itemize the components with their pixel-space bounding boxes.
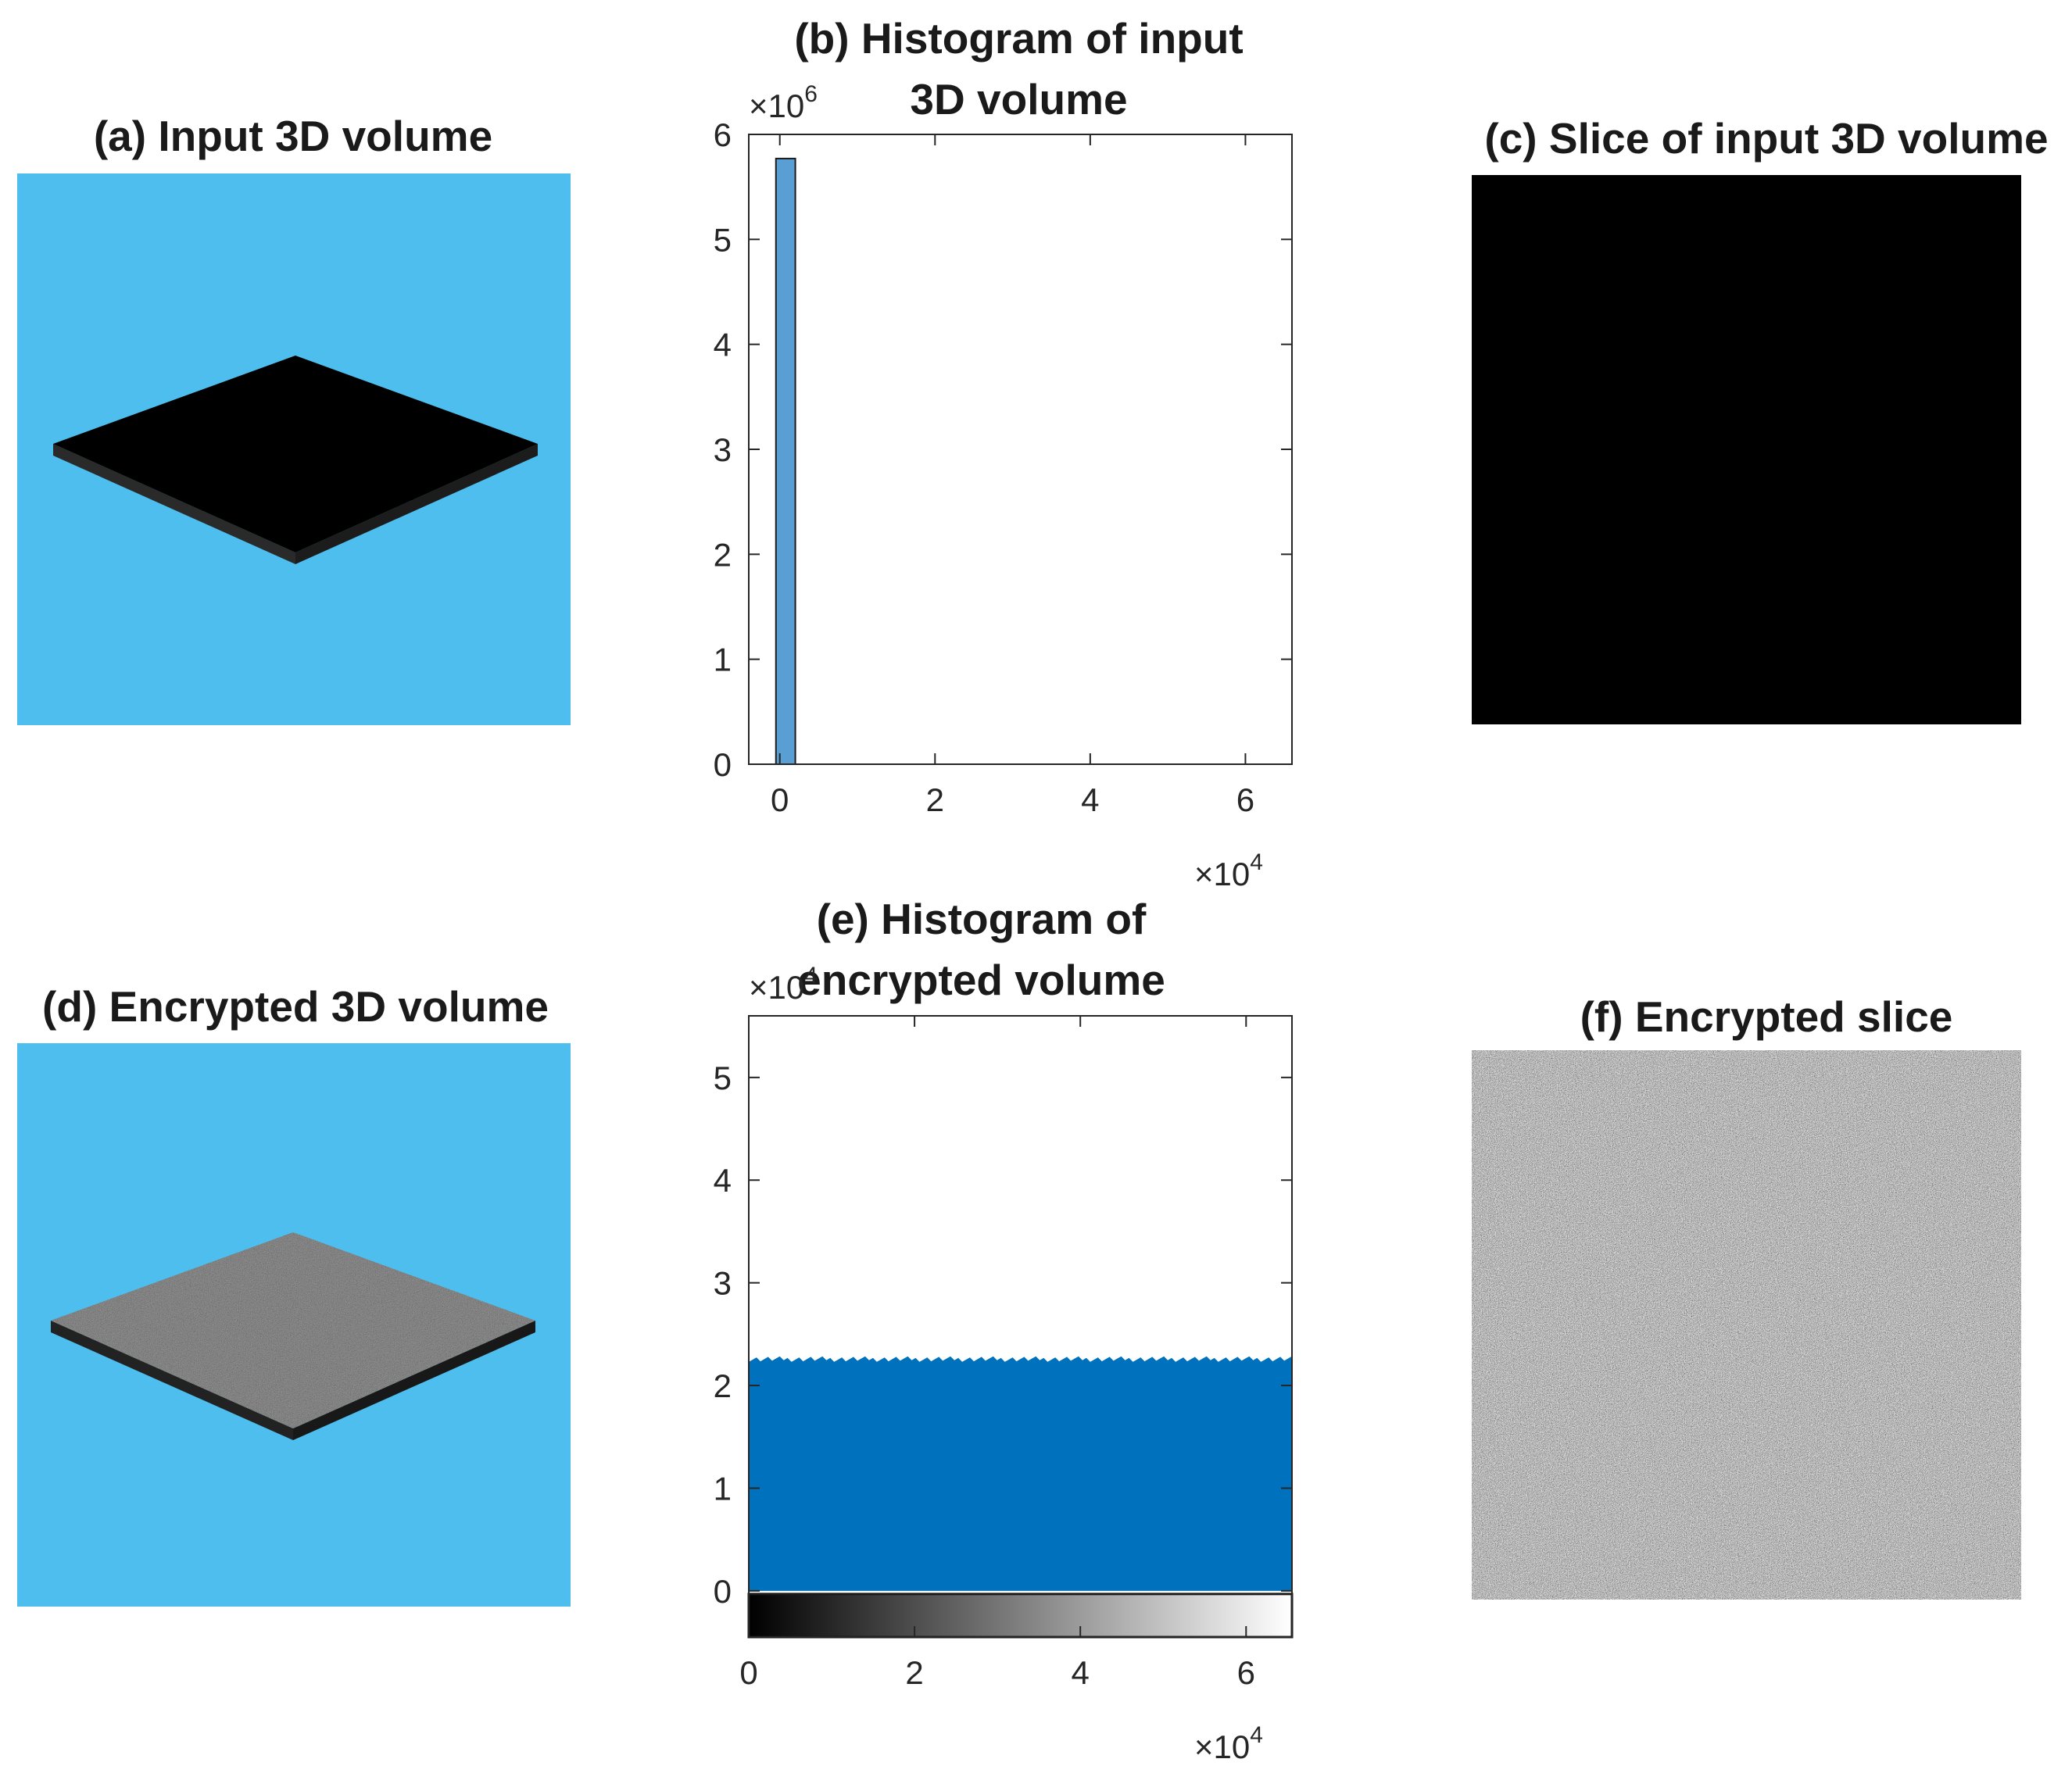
panel-e-y-exponent: ×104: [749, 963, 818, 1006]
panel-f: (f) Encrypted slice: [1472, 992, 2021, 1600]
panel-e-x-exponent: ×104: [1194, 1722, 1263, 1762]
panel-b-x-tick-label-6: 6: [1236, 781, 1254, 818]
panel-a-slab-side: [53, 444, 295, 564]
panel-e-histogram-chart: (e) Histogram of encrypted volume 0 1 2 3 4 5 0 2…: [714, 895, 1294, 1765]
panel-b-y-exponent-power: 6: [804, 81, 818, 107]
panel-b-x-exponent-base: ×10: [1194, 856, 1250, 892]
panel-b-y-tick-label-5: 5: [714, 221, 732, 258]
panel-d-title: (d) Encrypted 3D volume: [42, 982, 549, 1031]
panel-e-y-tick-label-1: 1: [714, 1470, 732, 1507]
panel-e-title-line-2: encrypted volume: [797, 956, 1165, 1004]
panel-d: (d) Encrypted 3D volume: [17, 982, 571, 1607]
panel-c-slice-image: [1472, 175, 2021, 724]
panel-b-y-tick-label-0: 0: [714, 746, 732, 783]
panel-e-x-exponent-power: 4: [1250, 1722, 1263, 1748]
panel-a: (a) Input 3D volume: [17, 112, 571, 725]
panel-e-y-tick-label-3: 3: [714, 1265, 732, 1302]
panel-a-title: (a) Input 3D volume: [94, 112, 492, 160]
panel-b-plot-area: [749, 134, 1292, 764]
panel-b-x-tick-label-4: 4: [1081, 781, 1099, 818]
panel-b-y-exponent: ×106: [749, 81, 818, 124]
panel-b-y-tick-label-3: 3: [714, 431, 732, 468]
panel-e-histogram-area: [749, 1356, 1292, 1591]
panel-e-x-exponent-base: ×10: [1194, 1728, 1250, 1762]
panel-e-x-tick-label-4: 4: [1072, 1654, 1090, 1691]
panel-b-x-exponent-power: 4: [1250, 849, 1263, 875]
panel-e-y-tick-label-2: 2: [714, 1367, 732, 1404]
panel-e-x-tick-label-0: 0: [739, 1654, 757, 1691]
panel-f-slice-image: [1472, 1050, 2021, 1600]
panel-b-y-tick-label-6: 6: [714, 116, 732, 153]
panel-e-y-tick-label-4: 4: [714, 1162, 732, 1199]
panel-e-y-tick-label-5: 5: [714, 1060, 732, 1096]
panel-d-slab-side-left: [51, 1321, 293, 1440]
panel-e-axes-box: [748, 1015, 1293, 1638]
panel-e-y-exponent-base: ×10: [749, 969, 804, 1006]
panel-b-title-line-2: 3D volume: [910, 75, 1127, 123]
panel-e-title-line-1: (e) Histogram of: [817, 895, 1147, 943]
panel-a-slab-top: [53, 356, 538, 552]
panel-c-title: (c) Slice of input 3D volume: [1484, 114, 2048, 163]
panel-b-title-line-1: (b) Histogram of input: [794, 14, 1243, 63]
panel-b-histogram-chart: (b) Histogram of input 3D volume 0 1 2 3 4 5 6 0 2…: [714, 14, 1293, 892]
panel-b-y-tick-label-2: 2: [714, 536, 732, 573]
panel-e-y-tick-label-0: 0: [714, 1573, 732, 1610]
panel-b-x-exponent: ×104: [1194, 849, 1263, 892]
panel-e-x-tick-label-6: 6: [1237, 1654, 1255, 1691]
panel-e-x-tick-label-2: 2: [905, 1654, 923, 1691]
panel-e-y-exponent-power: 4: [804, 963, 818, 988]
panel-b-y-exponent-base: ×10: [749, 88, 804, 124]
panel-a-slab-side-right: [295, 444, 538, 564]
panel-b-y-tick-label-4: 4: [714, 327, 732, 363]
panel-b-bar-0: [775, 157, 796, 765]
panel-e-colorbar: [747, 1593, 1294, 1639]
panel-d-slab-side-right: [293, 1321, 535, 1440]
panel-b-y-tick-label-1: 1: [714, 642, 732, 678]
panel-f-title: (f) Encrypted slice: [1580, 992, 1953, 1041]
panel-b-x-tick-label-2: 2: [926, 781, 944, 818]
panel-b-x-tick-label-0: 0: [771, 781, 789, 818]
panel-c: (c) Slice of input 3D volume: [1472, 114, 2049, 724]
